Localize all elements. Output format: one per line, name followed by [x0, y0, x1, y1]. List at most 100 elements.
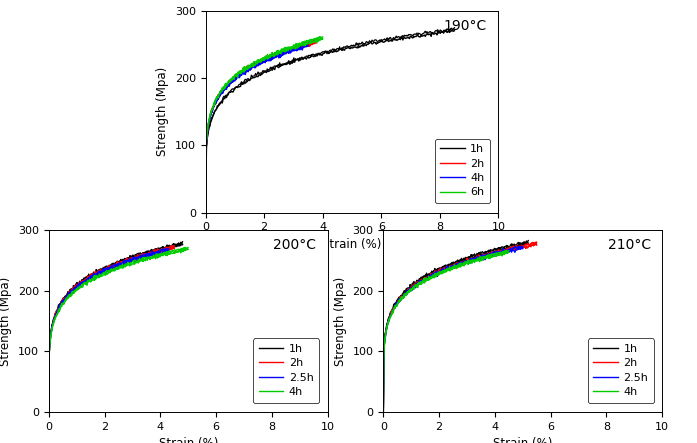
- 2.5h: [146, 253, 154, 258]
- 6h: [270, 53, 279, 58]
- 6h: [202, 148, 210, 153]
- Line: 2h: 2h: [383, 244, 537, 412]
- 2h: [268, 56, 276, 61]
- Line: 4h: 4h: [383, 252, 509, 412]
- 1h: [348, 45, 357, 51]
- 1h: [465, 256, 473, 262]
- 1h: [411, 34, 420, 39]
- 2.5h: [45, 351, 54, 357]
- X-axis label: Strain (%): Strain (%): [158, 437, 218, 443]
- 6h: [271, 51, 279, 57]
- 2h: [170, 246, 178, 251]
- 1h: [445, 27, 453, 32]
- 2.5h: [515, 244, 523, 249]
- 1h: [166, 247, 174, 252]
- 4h: [301, 41, 309, 47]
- 4h: [294, 46, 302, 51]
- Line: 2h: 2h: [49, 247, 174, 412]
- 4h: [262, 57, 270, 62]
- 2h: [151, 251, 159, 256]
- 4h: [130, 260, 138, 265]
- Text: 200°C: 200°C: [273, 237, 316, 252]
- 6h: [273, 50, 282, 55]
- 2h: [518, 244, 526, 249]
- 1h: [158, 247, 166, 252]
- 2.5h: [116, 263, 124, 268]
- 2h: [169, 245, 178, 250]
- 2h: [270, 53, 278, 58]
- 2h: [470, 256, 478, 262]
- Line: 4h: 4h: [49, 249, 188, 412]
- 2.5h: [45, 409, 53, 415]
- Text: 190°C: 190°C: [443, 19, 487, 33]
- 2.5h: [118, 262, 126, 267]
- 1h: [379, 409, 388, 415]
- 1h: [124, 257, 132, 263]
- Line: 1h: 1h: [49, 244, 183, 412]
- 2.5h: [153, 251, 162, 256]
- 2h: [473, 255, 482, 260]
- 1h: [427, 34, 436, 39]
- Legend: 1h, 2h, 2.5h, 4h: 1h, 2h, 2.5h, 4h: [588, 338, 654, 403]
- 2.5h: [505, 249, 514, 254]
- Y-axis label: Strength (Mpa): Strength (Mpa): [156, 67, 169, 156]
- 4h: [184, 247, 192, 252]
- 2h: [45, 409, 53, 415]
- 1h: [124, 257, 132, 263]
- 1h: [450, 28, 459, 33]
- 1h: [511, 246, 519, 251]
- 2h: [296, 45, 304, 51]
- Line: 2.5h: 2.5h: [383, 247, 523, 412]
- 4h: [171, 250, 179, 256]
- 4h: [380, 352, 388, 358]
- 2h: [158, 248, 167, 253]
- 1h: [350, 45, 358, 50]
- 2h: [202, 149, 210, 155]
- 2.5h: [461, 260, 470, 265]
- 2h: [508, 247, 516, 253]
- 2.5h: [379, 409, 388, 415]
- 1h: [45, 349, 54, 354]
- 1h: [501, 246, 510, 251]
- 2.5h: [116, 262, 124, 267]
- 2h: [201, 210, 210, 215]
- Line: 1h: 1h: [206, 30, 454, 213]
- 2h: [267, 54, 275, 60]
- 4h: [379, 409, 388, 415]
- 6h: [317, 36, 325, 41]
- 1h: [521, 240, 529, 245]
- 2h: [302, 42, 311, 47]
- 2h: [119, 261, 128, 266]
- 6h: [319, 36, 327, 42]
- 4h: [485, 254, 493, 260]
- 2h: [121, 259, 130, 264]
- 4h: [263, 58, 271, 64]
- Legend: 1h, 2h, 2.5h, 4h: 1h, 2h, 2.5h, 4h: [253, 338, 319, 403]
- 4h: [45, 351, 54, 357]
- 1h: [468, 256, 476, 262]
- 2.5h: [519, 246, 527, 251]
- 6h: [307, 40, 316, 46]
- 2.5h: [497, 251, 505, 256]
- 4h: [503, 249, 512, 255]
- 1h: [127, 258, 135, 263]
- 1h: [466, 256, 474, 261]
- Line: 4h: 4h: [206, 44, 308, 213]
- 4h: [201, 210, 210, 215]
- Line: 2.5h: 2.5h: [49, 249, 169, 412]
- 4h: [183, 246, 191, 252]
- 1h: [202, 144, 210, 150]
- 4h: [304, 43, 312, 49]
- 4h: [454, 265, 462, 270]
- 1h: [176, 241, 184, 246]
- 1h: [45, 409, 53, 415]
- 2.5h: [161, 247, 169, 252]
- 4h: [493, 253, 501, 259]
- 4h: [45, 409, 53, 415]
- 2h: [380, 350, 388, 355]
- Text: 210°C: 210°C: [608, 237, 651, 252]
- 1h: [524, 241, 533, 246]
- X-axis label: Strain (%): Strain (%): [493, 437, 553, 443]
- 4h: [454, 264, 462, 269]
- Legend: 1h, 2h, 4h, 6h: 1h, 2h, 4h, 6h: [434, 139, 490, 203]
